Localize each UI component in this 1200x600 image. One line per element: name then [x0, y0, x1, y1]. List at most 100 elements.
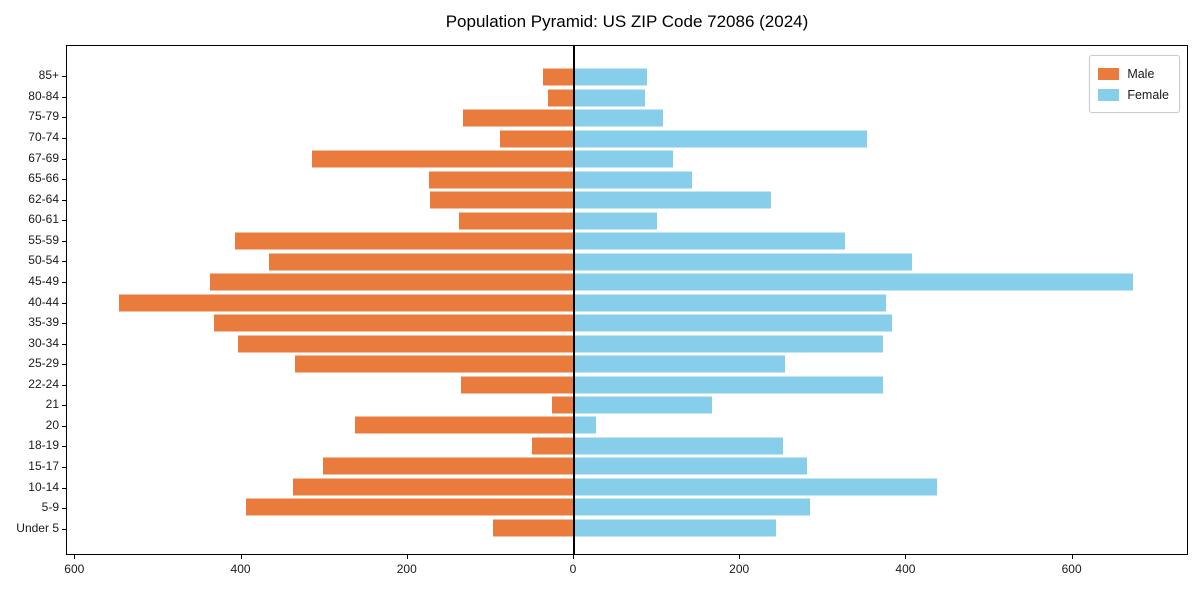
y-tick-label: 15-17	[28, 459, 59, 474]
bar-female	[573, 478, 938, 496]
bar-male	[234, 232, 574, 250]
y-axis-tick	[62, 179, 66, 181]
pyramid-row-30-34	[67, 333, 1187, 353]
bar-female	[573, 355, 786, 373]
bar-female	[573, 212, 657, 230]
bar-male	[213, 314, 574, 332]
x-tick-label: 400	[895, 562, 916, 576]
y-axis-tick	[62, 302, 66, 304]
pyramid-row-55-59	[67, 231, 1187, 251]
pyramid-row-21	[67, 395, 1187, 415]
bar-female	[573, 89, 646, 107]
y-tick-label: 75-79	[28, 109, 59, 124]
y-axis-tick	[62, 281, 66, 283]
y-axis-tick	[62, 137, 66, 139]
legend-swatch-female	[1098, 88, 1120, 101]
y-axis-tick	[62, 446, 66, 448]
legend-label: Female	[1127, 87, 1169, 102]
x-axis-tick	[905, 555, 907, 559]
x-axis-tick	[406, 555, 408, 559]
bar-male	[458, 212, 574, 230]
bar-male	[323, 457, 574, 475]
y-tick-label: 80-84	[28, 88, 59, 103]
bar-female	[573, 68, 647, 86]
bar-male	[354, 416, 574, 434]
y-axis-tick	[62, 76, 66, 78]
y-tick-label: 20	[45, 417, 59, 432]
y-tick-label: 25-29	[28, 356, 59, 371]
y-tick-label: 65-66	[28, 171, 59, 186]
y-tick-label: 30-34	[28, 335, 59, 350]
bar-female	[573, 191, 772, 209]
y-tick-label: Under 5	[16, 520, 59, 535]
y-axis-tick	[62, 384, 66, 386]
bar-female	[573, 109, 663, 127]
x-tick-label: 200	[396, 562, 417, 576]
bar-male	[311, 150, 574, 168]
pyramid-row-under-5	[67, 518, 1187, 538]
y-axis-tick	[62, 199, 66, 201]
legend: Male Female	[1089, 55, 1180, 113]
y-axis-tick	[62, 117, 66, 119]
pyramid-row-10-14	[67, 477, 1187, 497]
y-tick-label: 21	[45, 397, 59, 412]
y-axis-tick	[62, 528, 66, 530]
y-axis-tick	[62, 220, 66, 222]
bar-female	[573, 314, 893, 332]
bar-female	[573, 150, 673, 168]
x-axis-tick	[1071, 555, 1073, 559]
x-axis-tick	[572, 555, 574, 559]
y-tick-label: 40-44	[28, 294, 59, 309]
bar-male	[428, 171, 574, 189]
bar-female	[573, 171, 692, 189]
bar-female	[573, 273, 1134, 291]
x-tick-label: 200	[729, 562, 750, 576]
bar-female	[573, 498, 811, 516]
bar-male	[543, 68, 574, 86]
y-tick-label: 5-9	[41, 500, 59, 515]
bar-female	[573, 396, 713, 414]
y-tick-label: 22-24	[28, 376, 59, 391]
y-tick-label: 18-19	[28, 438, 59, 453]
y-axis-tick	[62, 405, 66, 407]
bar-female	[573, 253, 913, 271]
y-tick-label: 35-39	[28, 315, 59, 330]
pyramid-row-15-17	[67, 456, 1187, 476]
legend-label: Male	[1127, 66, 1155, 81]
pyramid-row-60-61	[67, 210, 1187, 230]
x-tick-label: 600	[64, 562, 85, 576]
bar-female	[573, 437, 783, 455]
y-axis-tick	[62, 508, 66, 510]
bar-male	[531, 437, 574, 455]
legend-item-female: Female	[1098, 84, 1169, 105]
bar-rows	[67, 67, 1187, 538]
x-tick-label: 600	[1061, 562, 1082, 576]
y-tick-label: 45-49	[28, 273, 59, 288]
y-tick-label: 55-59	[28, 232, 59, 247]
plot-area: Male Female	[66, 45, 1188, 555]
pyramid-row-75-79	[67, 108, 1187, 128]
bar-female	[573, 335, 883, 353]
pyramid-row-50-54	[67, 251, 1187, 271]
y-axis-tick	[62, 425, 66, 427]
bar-male	[462, 109, 574, 127]
bar-male	[237, 335, 574, 353]
y-tick-label: 60-61	[28, 212, 59, 227]
pyramid-row-22-24	[67, 374, 1187, 394]
pyramid-row-35-39	[67, 313, 1187, 333]
pyramid-row-20	[67, 415, 1187, 435]
bar-male	[119, 294, 574, 312]
y-tick-label: 70-74	[28, 129, 59, 144]
legend-item-male: Male	[1098, 63, 1169, 84]
bar-female	[573, 232, 846, 250]
zero-axis-line	[573, 46, 575, 554]
y-axis-tick	[62, 343, 66, 345]
y-axis-tick	[62, 323, 66, 325]
chart-title: Population Pyramid: US ZIP Code 72086 (2…	[445, 12, 809, 31]
y-tick-label: 62-64	[28, 191, 59, 206]
y-axis-tick	[62, 487, 66, 489]
bar-male	[293, 478, 574, 496]
bar-female	[573, 416, 597, 434]
pyramid-row-25-29	[67, 354, 1187, 374]
